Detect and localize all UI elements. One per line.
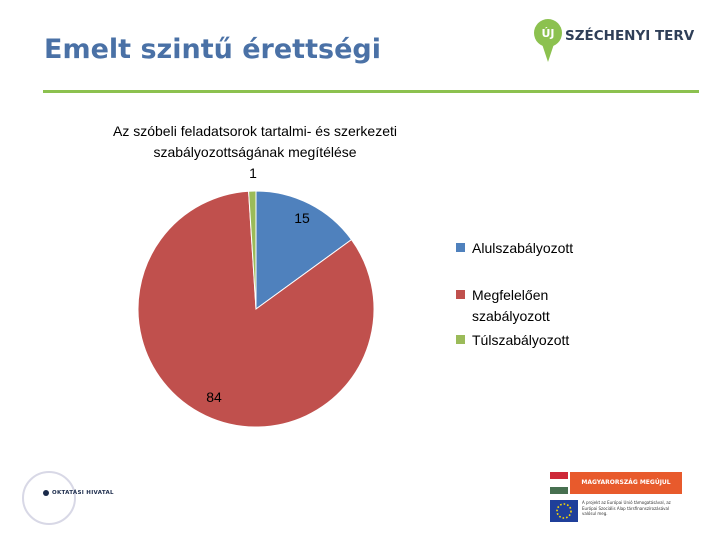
- legend-label: Túlszabályozott: [472, 332, 570, 348]
- data-label: 15: [294, 210, 310, 226]
- pie-slice-megfelelően-szabályozott: [137, 190, 375, 428]
- chart-legend: Alulszabályozott Megfelelően szabályozot…: [456, 238, 616, 351]
- legend-item-megfeleloen-szabalyozott: Megfelelően szabályozott: [456, 285, 616, 327]
- oktatasi-hivatal-emblem: [22, 471, 76, 525]
- pie-slice-túlszabályozott: [248, 190, 257, 310]
- magyarorszag-megujul-banner: MAGYARORSZÁG MEGÚJUL: [570, 472, 682, 494]
- title-divider: [43, 90, 699, 93]
- data-label: 84: [206, 389, 222, 405]
- legend-label: Megfelelően szabályozott: [472, 287, 550, 324]
- uj-magyarorszag-logo: MAGYARORSZÁG MEGÚJUL A projekt az Európa…: [548, 470, 684, 526]
- legend-item-tulszabalyozott: Túlszabályozott: [456, 330, 616, 351]
- legend-item-alulszabalyozott: Alulszabályozott: [456, 238, 616, 259]
- location-pin-icon: ÚJ: [534, 19, 562, 62]
- oktatasi-hivatal-text: OKTATÁSI HIVATAL: [52, 490, 114, 496]
- hungarian-flag-icon: [550, 472, 568, 494]
- legend-label: Alulszabályozott: [472, 240, 574, 256]
- pie-slice-alulszabályozott: [255, 190, 353, 310]
- eu-flag-icon: [550, 500, 578, 522]
- eu-funding-text: A projekt az Európai Unió támogatásával,…: [582, 500, 671, 516]
- legend-swatch: [456, 290, 465, 299]
- chart-title: Az szóbeli feladatsorok tartalmi- és sze…: [113, 123, 397, 160]
- data-label: 1: [249, 165, 257, 181]
- legend-swatch: [456, 335, 465, 344]
- oktatasi-hivatal-logo: OKTATÁSI HIVATAL: [22, 468, 142, 528]
- logo-text: SZÉCHENYI TERV: [565, 28, 695, 44]
- slide-title: Emelt szintű érettségi: [44, 34, 381, 65]
- legend-swatch: [456, 243, 465, 252]
- logo-badge-text: ÚJ: [541, 27, 554, 40]
- szechenyi-terv-logo: ÚJ SZÉCHENYI TERV: [533, 16, 703, 68]
